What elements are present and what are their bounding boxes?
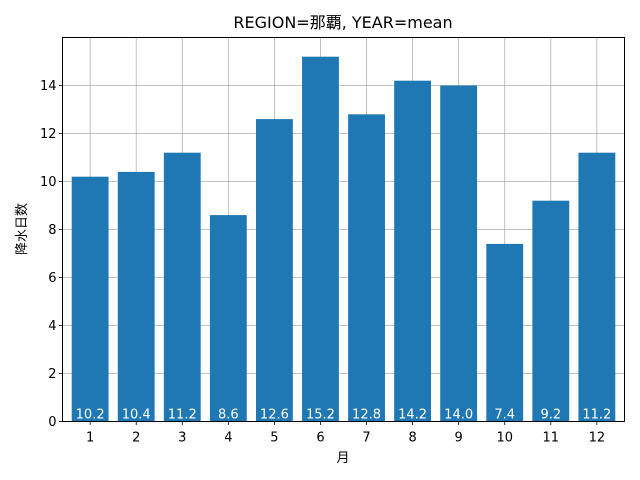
bar xyxy=(578,152,616,422)
bar xyxy=(440,85,478,422)
bar xyxy=(71,176,109,422)
x-tick-label: 12 xyxy=(589,431,606,446)
x-tick-label: 6 xyxy=(316,431,324,446)
bar xyxy=(394,80,432,422)
x-tick-label: 10 xyxy=(496,431,513,446)
bar-value-label: 9.2 xyxy=(540,408,561,423)
bar-value-label: 8.6 xyxy=(218,408,239,423)
bar xyxy=(209,215,247,422)
bar-value-label: 12.8 xyxy=(352,408,381,423)
bar-value-label: 7.4 xyxy=(494,408,515,423)
data-labels: 10.2 10.4 11.2 8.6 12.6 15.2 12.8 14.2 14.0 7.4 9.… xyxy=(76,408,612,423)
bar-value-label: 11.2 xyxy=(168,408,197,423)
bar-value-label: 14.2 xyxy=(398,408,427,423)
y-tick-label: 0 xyxy=(48,415,56,430)
x-tick-label: 3 xyxy=(178,431,186,446)
bar-value-label: 10.2 xyxy=(76,408,105,423)
y-tick-label: 12 xyxy=(40,127,57,142)
y-axis-ticks: 0 2 4 6 8 10 12 14 xyxy=(40,79,63,430)
bar xyxy=(163,152,201,422)
x-tick-label: 1 xyxy=(86,431,94,446)
x-tick-label: 8 xyxy=(408,431,416,446)
y-tick-label: 2 xyxy=(48,367,56,382)
y-tick-label: 4 xyxy=(48,319,56,334)
y-tick-label: 8 xyxy=(48,223,56,238)
x-axis-ticks: 1 2 3 4 5 6 7 8 9 10 11 12 xyxy=(86,421,606,446)
bar xyxy=(255,119,293,422)
x-tick-label: 9 xyxy=(455,431,463,446)
x-tick-label: 7 xyxy=(362,431,370,446)
y-axis-label: 降水日数 xyxy=(15,203,30,255)
chart-title: REGION=那覇, YEAR=mean xyxy=(233,13,452,32)
bar xyxy=(532,200,570,422)
bar-value-label: 11.2 xyxy=(582,408,611,423)
bars xyxy=(71,56,616,422)
y-tick-label: 14 xyxy=(40,79,57,94)
y-tick-label: 6 xyxy=(48,271,56,286)
x-tick-label: 4 xyxy=(224,431,232,446)
bar xyxy=(486,243,524,422)
bar xyxy=(117,171,155,422)
x-tick-label: 11 xyxy=(543,431,560,446)
bar-value-label: 14.0 xyxy=(444,408,473,423)
bar xyxy=(302,56,339,422)
bar-value-label: 15.2 xyxy=(306,408,335,423)
y-tick-label: 10 xyxy=(40,175,57,190)
x-axis-label: 月 xyxy=(336,451,349,466)
x-tick-label: 2 xyxy=(132,431,140,446)
bar-value-label: 10.4 xyxy=(122,408,151,423)
x-tick-label: 5 xyxy=(270,431,278,446)
bar xyxy=(348,114,385,422)
bar-value-label: 12.6 xyxy=(260,408,289,423)
